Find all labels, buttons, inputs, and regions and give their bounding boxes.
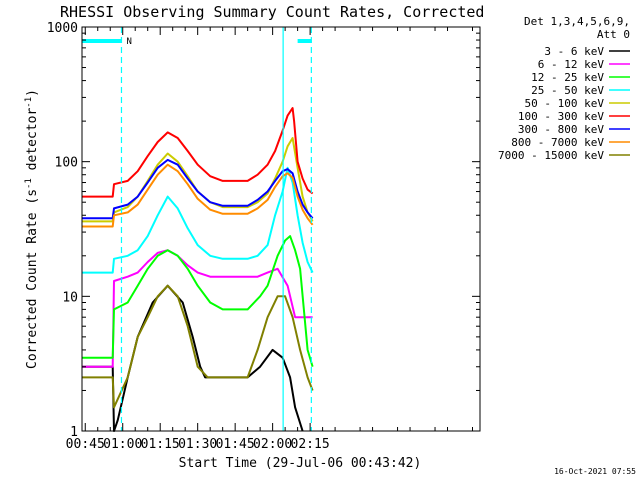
- series-line-8: [82, 284, 314, 409]
- x-tick-label-4: 01:45: [216, 437, 255, 452]
- plot-frame: [81, 26, 481, 432]
- y-axis-label-sup2: -1: [24, 97, 34, 108]
- x-tick-label-5: 02:00: [253, 437, 292, 452]
- series-line-1: [82, 249, 313, 368]
- y-axis-label: Corrected Count Rate (s-1 detector-1): [24, 89, 40, 369]
- legend-header-2: Att 0: [597, 28, 630, 41]
- y-axis-label-main: Corrected Count Rate (s: [25, 189, 40, 369]
- chart-title: RHESSI Observing Summary Count Rates, Co…: [60, 3, 484, 21]
- legend-label-8: 7000 - 15000 keV: [498, 149, 604, 162]
- series-line-2: [82, 235, 314, 367]
- y-tick-label-0: 1: [70, 425, 78, 440]
- legend-label-3: 25 - 50 keV: [531, 84, 604, 97]
- y-tick-label-1: 10: [62, 290, 78, 305]
- y-tick-label-2: 100: [55, 156, 78, 171]
- legend-label-5: 100 - 300 keV: [518, 110, 604, 123]
- x-tick-label-3: 01:30: [178, 437, 217, 452]
- series-line-3: [82, 166, 314, 274]
- saa-label: N: [126, 37, 131, 47]
- plot-area: N: [82, 27, 314, 432]
- series-line-7: [82, 163, 314, 228]
- legend-label-1: 6 - 12 keV: [538, 58, 605, 71]
- legend-label-7: 800 - 7000 keV: [511, 136, 604, 149]
- legend-header-1: Det 1,3,4,5,6,9,: [524, 15, 630, 28]
- y-axis-label-mid: detector: [25, 108, 40, 179]
- legend-label-4: 50 - 100 keV: [525, 97, 605, 110]
- x-axis-label: Start Time (29-Jul-06 00:43:42): [179, 456, 422, 471]
- x-tick-label-0: 00:45: [66, 437, 105, 452]
- series-line-6: [82, 158, 314, 220]
- series-line-5: [82, 107, 314, 198]
- x-tick-label-2: 01:15: [141, 437, 180, 452]
- legend-label-6: 300 - 800 keV: [518, 123, 604, 136]
- legend-label-0: 3 - 6 keV: [544, 45, 604, 58]
- series-line-0: [82, 284, 304, 432]
- y-tick-label-3: 1000: [47, 21, 78, 36]
- y-axis-label-sup1: -1: [24, 178, 34, 189]
- legend-label-2: 12 - 25 keV: [531, 71, 604, 84]
- y-axis-label-end: ): [25, 89, 40, 97]
- x-tick-label-1: 01:00: [103, 437, 142, 452]
- x-tick-label-6: 02:15: [291, 437, 330, 452]
- footer-timestamp: 16-Oct-2021 07:55: [554, 467, 636, 476]
